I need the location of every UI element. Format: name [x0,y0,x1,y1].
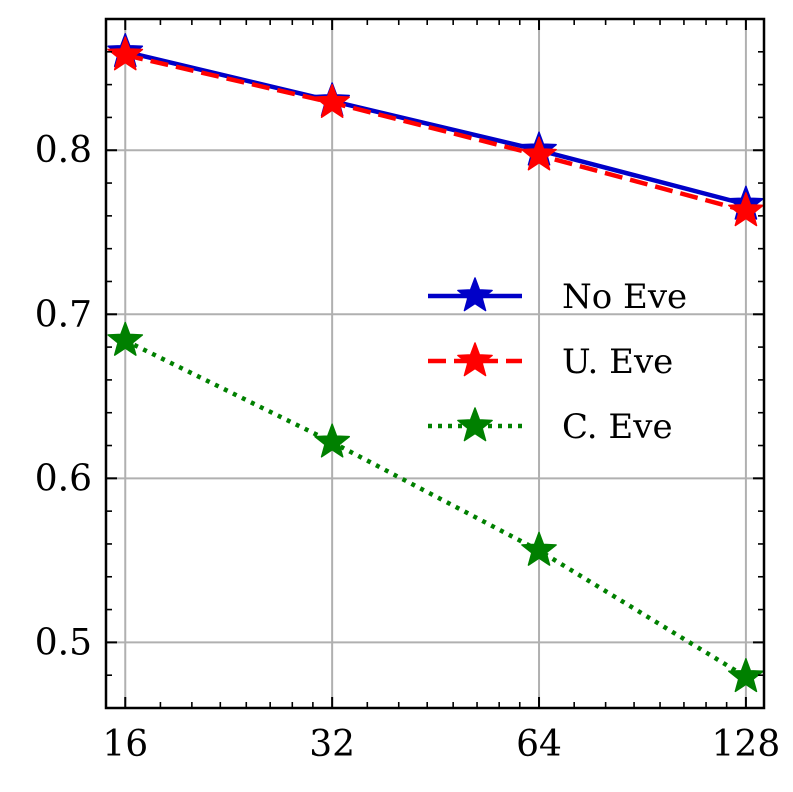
tick-labels: 16 32 64 128 0.5 0.6 0.7 0.8 [35,130,781,765]
x-tick-label-1: 32 [309,724,355,765]
series-1 [107,36,764,227]
series-line-1 [124,52,747,214]
y-tick-label-3: 0.8 [35,130,92,171]
y-tick-label-1: 0.6 [35,458,92,499]
legend-label-0: No Eve [562,277,687,317]
y-tick-label-2: 0.7 [35,294,92,335]
y-tick-label-0: 0.5 [35,622,92,663]
legend-label-1: U. Eve [562,342,673,382]
series-1-point-0 [107,36,144,71]
series-1-point-2 [521,136,557,171]
x-tick-label-2: 64 [516,724,562,765]
series-line-0 [124,49,747,207]
series-2-point-3 [728,658,764,693]
x-tick-label-3: 128 [712,724,781,765]
legend-entry-2: C. Eve [428,407,673,447]
series-1-point-1 [314,83,351,118]
legend-marker-0 [457,277,493,312]
legend: No Eve U. Eve C. Eve [428,277,687,447]
legend-entry-0: No Eve [428,277,687,317]
legend-marker-1 [457,342,493,377]
legend-label-2: C. Eve [562,407,673,447]
series-line-2 [124,338,748,679]
legend-entry-1: U. Eve [428,342,673,382]
series-2-point-0 [107,321,144,356]
legend-marker-2 [457,407,493,442]
series-2-point-1 [314,423,351,458]
plot-frame [104,17,766,710]
x-tick-label-0: 16 [102,724,148,765]
series-layer [107,33,764,693]
series-1-point-3 [728,192,764,227]
series-2-point-2 [521,531,557,566]
axis-ticks [106,18,764,709]
series-2 [107,321,764,693]
